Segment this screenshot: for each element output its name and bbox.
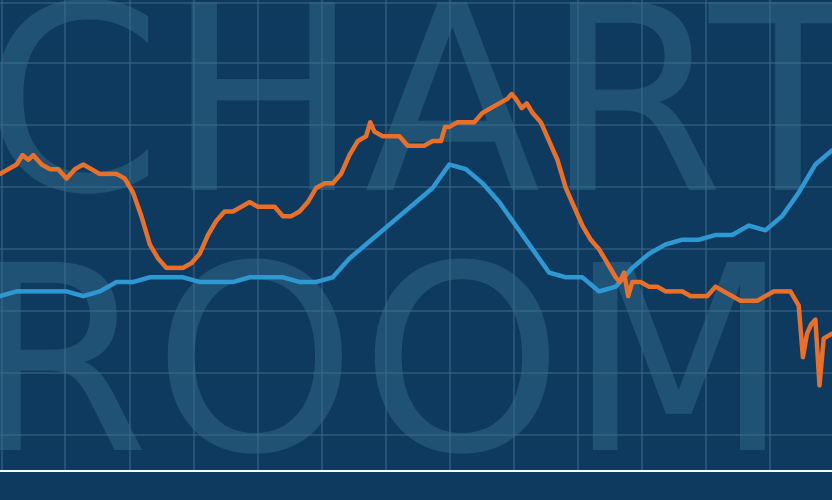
series-line-blue xyxy=(0,148,832,299)
series-line-orange xyxy=(0,91,832,388)
series-lines xyxy=(0,91,832,388)
watermark-word-top: CHART xyxy=(0,0,832,251)
watermark-word-bottom: ROOM xyxy=(0,211,795,500)
grid-lines xyxy=(0,0,832,470)
